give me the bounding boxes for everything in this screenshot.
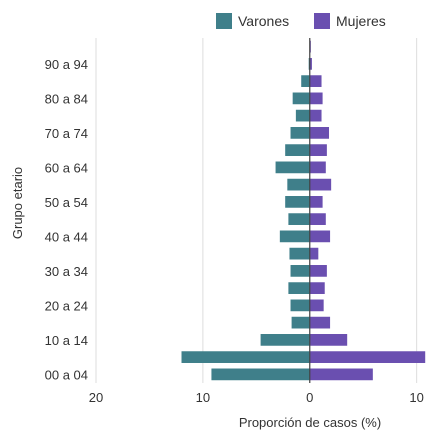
bar-mujeres xyxy=(309,178,332,191)
bar-mujeres xyxy=(309,196,323,208)
y-tick-label: 10 a 14 xyxy=(45,333,88,348)
x-tick-label: 10 xyxy=(196,390,210,405)
bar-varones xyxy=(181,351,310,363)
y-axis-title: Grupo etario xyxy=(10,167,25,239)
bar-mujeres xyxy=(309,75,322,87)
bar-varones xyxy=(285,144,310,156)
y-tick-label: 60 a 64 xyxy=(45,160,88,175)
bar-mujeres xyxy=(309,368,373,381)
legend-label-mujeres: Mujeres xyxy=(336,13,386,29)
bar-varones xyxy=(260,334,310,346)
bars xyxy=(181,40,426,381)
bar-varones xyxy=(288,282,310,294)
bar-varones xyxy=(289,247,310,260)
y-tick-label: 70 a 74 xyxy=(45,126,88,141)
bar-varones xyxy=(288,213,310,225)
y-tick-label: 30 a 34 xyxy=(45,264,88,279)
x-tick-labels: 20 10 0 10 xyxy=(89,390,424,405)
bar-varones xyxy=(291,316,310,329)
bar-mujeres xyxy=(309,334,348,346)
bar-mujeres xyxy=(309,92,323,105)
bar-mujeres xyxy=(309,265,327,277)
bar-varones xyxy=(290,265,310,277)
y-tick-label: 80 a 84 xyxy=(45,91,88,106)
bar-varones xyxy=(290,127,310,139)
bar-mujeres xyxy=(309,213,326,225)
bar-varones xyxy=(295,109,310,122)
x-axis-title: Proporción de casos (%) xyxy=(239,415,381,430)
x-tick-label: 0 xyxy=(306,390,313,405)
legend-label-varones: Varones xyxy=(238,13,289,29)
bar-mujeres xyxy=(309,109,322,122)
bar-mujeres xyxy=(309,316,331,329)
bar-varones xyxy=(301,75,310,87)
y-tick-label: 90 a 94 xyxy=(45,57,88,72)
bar-varones xyxy=(290,299,310,312)
y-tick-label: 40 a 44 xyxy=(45,229,88,244)
grid-lines xyxy=(95,38,418,383)
bar-mujeres xyxy=(309,161,326,174)
legend-swatch-varones xyxy=(216,13,232,29)
bar-varones xyxy=(292,92,310,105)
legend: Varones Mujeres xyxy=(216,13,386,29)
legend-swatch-mujeres xyxy=(314,13,330,29)
bar-mujeres xyxy=(309,299,324,312)
bar-mujeres xyxy=(309,282,325,294)
bar-mujeres xyxy=(309,351,426,363)
bar-varones xyxy=(287,178,310,191)
bar-mujeres xyxy=(309,127,330,139)
x-tick-label: 20 xyxy=(89,390,103,405)
bar-mujeres xyxy=(309,247,319,260)
y-tick-label: 00 a 04 xyxy=(45,367,88,382)
bar-mujeres xyxy=(309,144,327,156)
bar-varones xyxy=(285,196,310,208)
y-tick-label: 50 a 54 xyxy=(45,195,88,210)
bar-varones xyxy=(211,368,310,381)
bar-mujeres xyxy=(309,230,331,243)
bar-varones xyxy=(279,230,310,243)
y-tick-labels: 00 a 04 10 a 14 20 a 24 30 a 34 40 a 44 50 a … xyxy=(45,57,88,383)
bar-varones xyxy=(275,161,310,174)
bar-mujeres xyxy=(309,58,312,70)
x-tick-label: 10 xyxy=(409,390,423,405)
y-tick-label: 20 a 24 xyxy=(45,298,88,313)
